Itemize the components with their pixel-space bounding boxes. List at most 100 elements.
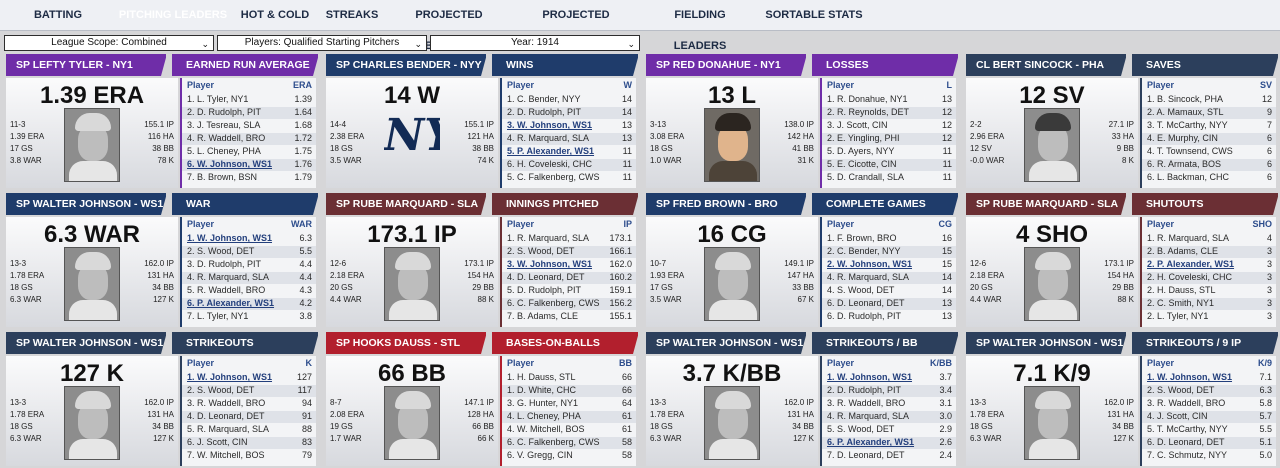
player-photo[interactable] [64,386,120,460]
leader-row[interactable]: 1. W. Johnson, WS1 7.1 [1142,372,1276,384]
tab-fielding-leaders[interactable]: FIELDING LEADERS [638,0,752,52]
leader-row[interactable]: 6. H. Coveleski, CHC 11 [502,159,636,171]
tab-batting-leaders[interactable]: BATTING LEADERS [0,0,106,52]
leader-row[interactable]: 1. R. Marquard, SLA 4 [1142,233,1276,245]
leader-row[interactable]: 6. D. Leonard, DET 13 [822,298,956,310]
leader-row[interactable]: 2. D. Rudolph, PIT 1.64 [182,107,316,119]
leader-row[interactable]: 3. T. McCarthy, NYY 7 [1142,120,1276,132]
leader-row[interactable]: 2. R. Reynolds, DET 12 [822,107,956,119]
leader-row[interactable]: 3. R. Waddell, BRO 3.1 [822,398,956,410]
leader-row[interactable]: 4. W. Mitchell, BOS 61 [502,424,636,436]
leader-row[interactable]: 6. C. Falkenberg, CWS 58 [502,437,636,449]
player-header[interactable]: SP HOOKS DAUSS - STL [326,332,486,354]
leader-row[interactable]: 2. L. Tyler, NY1 3 [1142,311,1276,323]
leader-row[interactable]: 4. J. Scott, CIN 5.7 [1142,411,1276,423]
leaderboard-column-header[interactable]: Player IP [502,219,636,231]
leaderboard-column-header[interactable]: Player ERA [182,80,316,92]
player-photo[interactable] [384,386,440,460]
leader-row[interactable]: 3. W. Johnson, WS1 162.0 [502,259,636,271]
leader-row[interactable]: 5. D. Ayers, NYY 11 [822,146,956,158]
leader-row[interactable]: 4. R. Marquard, SLA 13 [502,133,636,145]
leader-row[interactable]: 5. R. Waddell, BRO 4.3 [182,285,316,297]
leader-row[interactable]: 4. D. Leonard, DET 160.2 [502,272,636,284]
tab-projected-batting[interactable]: PROJECTED BATTING [384,0,504,52]
player-header[interactable]: SP RUBE MARQUARD - SLA [326,193,486,215]
leader-row[interactable]: 3. R. Waddell, BRO 5.8 [1142,398,1276,410]
player-header[interactable]: SP WALTER JOHNSON - WS1 [6,332,166,354]
leader-row[interactable]: 5. S. Wood, DET 2.9 [822,424,956,436]
leader-row[interactable]: 5. C. Falkenberg, CWS 11 [502,172,636,184]
player-header[interactable]: SP RUBE MARQUARD - SLA [966,193,1126,215]
leaderboard-column-header[interactable]: Player W [502,80,636,92]
leader-row[interactable]: 4. E. Murphy, CIN 6 [1142,133,1276,145]
leaderboard-column-header[interactable]: Player K/9 [1142,358,1276,370]
leader-row[interactable]: 4. R. Marquard, SLA 14 [822,272,956,284]
leader-row[interactable]: 1. D. White, CHC 66 [502,385,636,397]
leader-row[interactable]: 4. T. Townsend, CWS 6 [1142,146,1276,158]
leader-row[interactable]: 1. L. Tyler, NY1 1.39 [182,94,316,106]
leader-row[interactable]: 5. T. McCarthy, NYY 5.5 [1142,424,1276,436]
player-header[interactable]: SP RED DONAHUE - NY1 [646,54,806,76]
leader-row[interactable]: 3. J. Tesreau, SLA 1.68 [182,120,316,132]
leader-row[interactable]: 6. W. Johnson, WS1 1.76 [182,159,316,171]
leader-row[interactable]: 1. B. Sincock, PHA 12 [1142,94,1276,106]
leader-row[interactable]: 6. P. Alexander, WS1 2.6 [822,437,956,449]
player-header[interactable]: SP FRED BROWN - BRO [646,193,806,215]
leader-row[interactable]: 5. P. Alexander, WS1 11 [502,146,636,158]
leaderboard-column-header[interactable]: Player L [822,80,956,92]
leader-row[interactable]: 3. R. Waddell, BRO 94 [182,398,316,410]
leaderboard-column-header[interactable]: Player WAR [182,219,316,231]
player-photo[interactable]: NY [384,108,440,182]
tab-hot-cold[interactable]: HOT & COLD [230,0,310,31]
leader-row[interactable]: 3. D. Rudolph, PIT 4.4 [182,259,316,271]
leader-row[interactable]: 7. W. Mitchell, BOS 79 [182,450,316,462]
tab-pitching-leaders[interactable]: PITCHING LEADERS [108,0,228,31]
leaderboard-column-header[interactable]: Player SV [1142,80,1276,92]
leader-row[interactable]: 7. B. Adams, CLE 155.1 [502,311,636,323]
leader-row[interactable]: 2. S. Wood, DET 166.1 [502,246,636,258]
leader-row[interactable]: 2. C. Bender, NYY 15 [822,246,956,258]
leader-row[interactable]: 1. R. Donahue, NY1 13 [822,94,956,106]
leader-row[interactable]: 4. S. Wood, DET 14 [822,285,956,297]
player-header[interactable]: SP CHARLES BENDER - NYY [326,54,486,76]
player-header[interactable]: SP WALTER JOHNSON - WS1 [966,332,1126,354]
leader-row[interactable]: 6. R. Armata, BOS 6 [1142,159,1276,171]
leader-row[interactable]: 1. F. Brown, BRO 16 [822,233,956,245]
leader-row[interactable]: 2. A. Mamaux, STL 9 [1142,107,1276,119]
leader-row[interactable]: 6. D. Rudolph, PIT 13 [822,311,956,323]
player-photo[interactable] [64,247,120,321]
leaderboard-column-header[interactable]: Player CG [822,219,956,231]
leader-row[interactable]: 2. D. Rudolph, PIT 14 [502,107,636,119]
leader-row[interactable]: 1. W. Johnson, WS1 6.3 [182,233,316,245]
leader-row[interactable]: 2. S. Wood, DET 5.5 [182,246,316,258]
leader-row[interactable]: 6. D. Leonard, DET 5.1 [1142,437,1276,449]
leader-row[interactable]: 2. H. Coveleski, CHC 3 [1142,272,1276,284]
player-photo[interactable] [704,386,760,460]
leader-row[interactable]: 2. C. Smith, NY1 3 [1142,298,1276,310]
leader-row[interactable]: 4. R. Marquard, SLA 4.4 [182,272,316,284]
leader-row[interactable]: 4. R. Waddell, BRO 1.72 [182,133,316,145]
leader-row[interactable]: 2. B. Adams, CLE 3 [1142,246,1276,258]
leader-row[interactable]: 2. S. Wood, DET 6.3 [1142,385,1276,397]
tab-streaks[interactable]: STREAKS [312,0,382,31]
player-photo[interactable] [1024,386,1080,460]
leader-row[interactable]: 7. D. Leonard, DET 2.4 [822,450,956,462]
leader-row[interactable]: 4. L. Cheney, PHA 61 [502,411,636,423]
leader-row[interactable]: 2. D. Rudolph, PIT 3.4 [822,385,956,397]
player-photo[interactable] [384,247,440,321]
year-select[interactable]: Year: 1914 ⌄ [430,35,640,51]
leader-row[interactable]: 2. S. Wood, DET 117 [182,385,316,397]
leader-row[interactable]: 6. C. Falkenberg, CWS 156.2 [502,298,636,310]
leaderboard-column-header[interactable]: Player BB [502,358,636,370]
leader-row[interactable]: 5. D. Crandall, SLA 11 [822,172,956,184]
leader-row[interactable]: 3. W. Johnson, WS1 13 [502,120,636,132]
leaderboard-column-header[interactable]: Player K [182,358,316,370]
leader-row[interactable]: 5. R. Marquard, SLA 88 [182,424,316,436]
leader-row[interactable]: 5. D. Rudolph, PIT 159.1 [502,285,636,297]
player-photo[interactable] [704,247,760,321]
leader-row[interactable]: 4. R. Marquard, SLA 3.0 [822,411,956,423]
player-photo[interactable] [704,108,760,182]
leader-row[interactable]: 7. C. Schmutz, NYY 5.0 [1142,450,1276,462]
leader-row[interactable]: 6. L. Backman, CHC 6 [1142,172,1276,184]
leader-row[interactable]: 2. P. Alexander, WS1 3 [1142,259,1276,271]
